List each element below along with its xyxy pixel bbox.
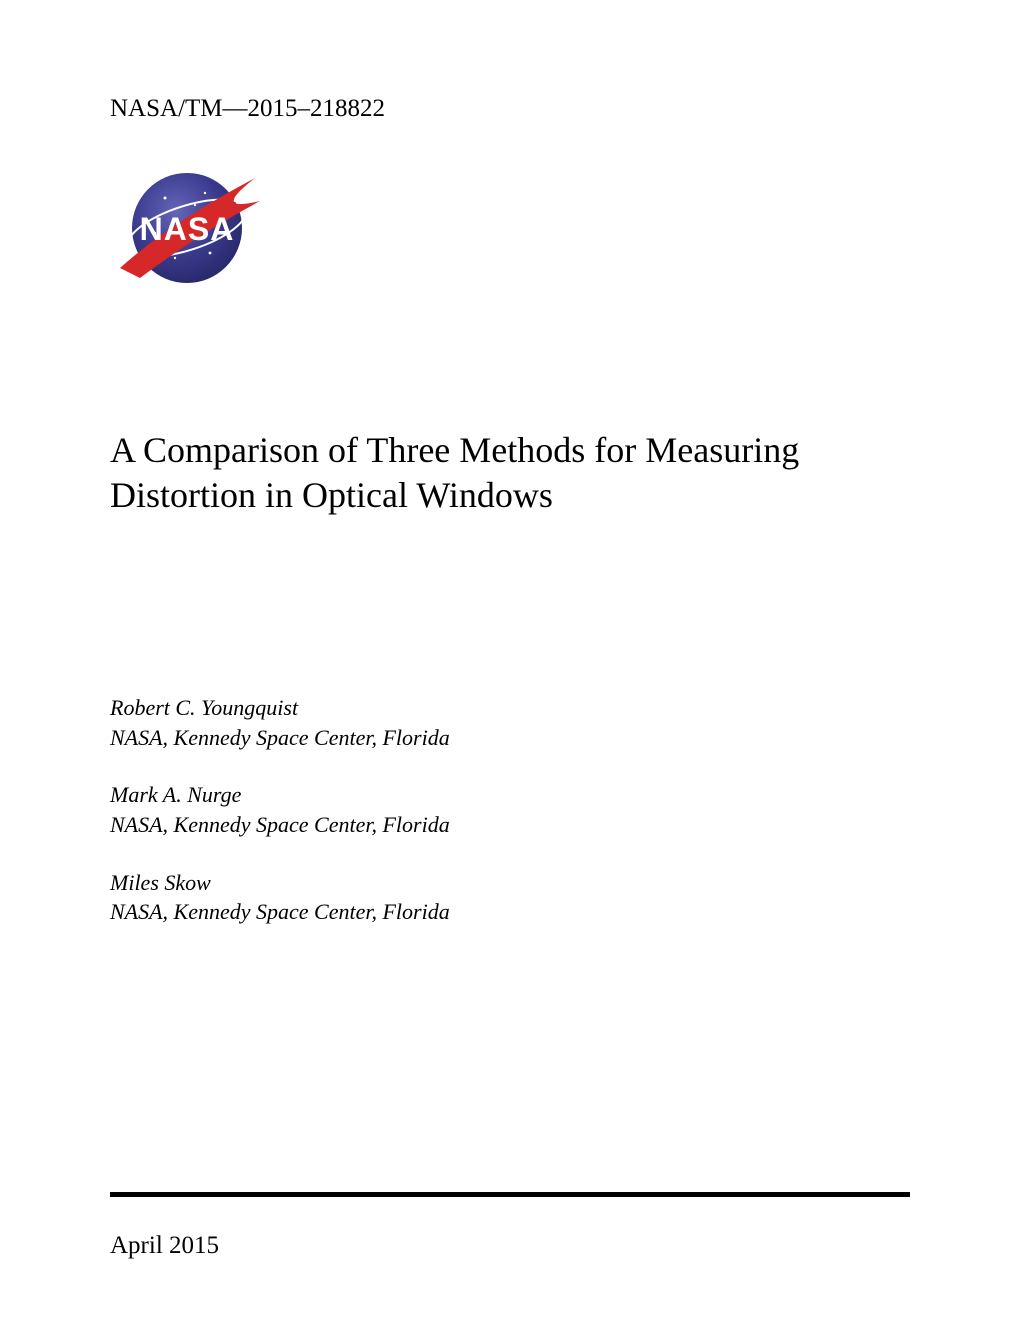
svg-text:NASA: NASA xyxy=(140,211,235,247)
report-number: NASA/TM—2015–218822 xyxy=(110,95,910,123)
nasa-logo-icon: NASA xyxy=(110,163,265,293)
vertical-spacer xyxy=(110,995,910,1192)
authors-section: Robert C. Youngquist NASA, Kennedy Space… xyxy=(110,693,910,955)
author-block: Robert C. Youngquist NASA, Kennedy Space… xyxy=(110,693,910,752)
document-title: A Comparison of Three Methods for Measur… xyxy=(110,428,910,518)
horizontal-rule xyxy=(110,1192,910,1197)
author-affiliation: NASA, Kennedy Space Center, Florida xyxy=(110,897,910,927)
author-block: Miles Skow NASA, Kennedy Space Center, F… xyxy=(110,868,910,927)
author-block: Mark A. Nurge NASA, Kennedy Space Center… xyxy=(110,780,910,839)
author-name: Robert C. Youngquist xyxy=(110,693,910,723)
author-name: Miles Skow xyxy=(110,868,910,898)
author-name: Mark A. Nurge xyxy=(110,780,910,810)
author-affiliation: NASA, Kennedy Space Center, Florida xyxy=(110,723,910,753)
publication-date: April 2015 xyxy=(110,1232,910,1260)
document-page: NASA/TM—2015–218822 xyxy=(0,0,1020,1320)
author-affiliation: NASA, Kennedy Space Center, Florida xyxy=(110,810,910,840)
logo-container: NASA xyxy=(110,163,910,298)
